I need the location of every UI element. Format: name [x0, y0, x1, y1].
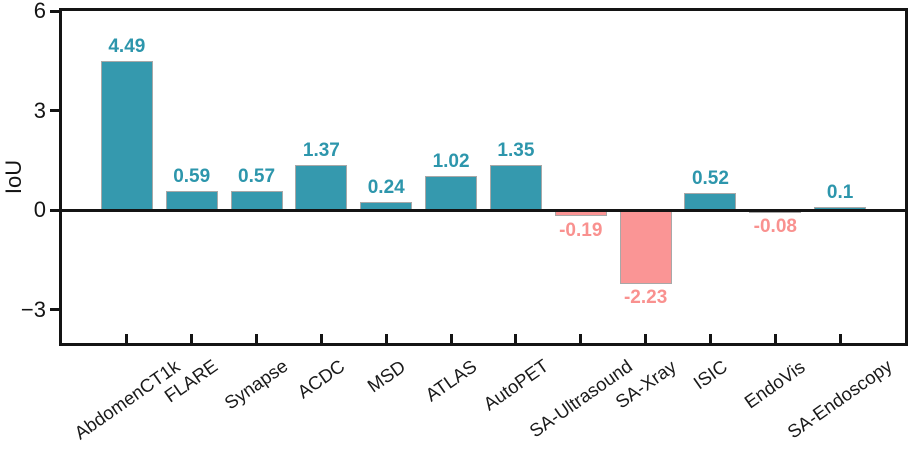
bar-value-label: 1.35 [497, 140, 535, 162]
x-axis-tick [708, 334, 712, 343]
x-axis-tick [125, 334, 129, 343]
x-axis-tick [579, 334, 583, 343]
x-axis-tick [838, 334, 842, 343]
y-tick-label: 0 [33, 197, 46, 223]
bar-value-label: -2.23 [623, 287, 668, 309]
x-axis-tick [514, 334, 518, 343]
bar-isic [684, 192, 737, 211]
bar-atlas [425, 176, 478, 211]
y-tick-label: −3 [20, 296, 46, 322]
y-axis-tick [50, 308, 59, 312]
y-tick-label: 6 [33, 0, 46, 23]
bar-value-label: -0.08 [753, 215, 797, 237]
y-axis-tick [50, 109, 59, 113]
bar-value-label: 4.49 [108, 36, 146, 58]
x-category-label-msd: MSD [363, 355, 409, 396]
x-category-label-abdomenct1k: AbdomenCT1k [70, 354, 184, 443]
x-axis-tick [319, 334, 323, 343]
x-axis-tick [190, 334, 194, 343]
bar-synapse [230, 191, 283, 211]
x-axis-tick [255, 334, 259, 343]
y-tick-label: 3 [33, 97, 46, 123]
y-axis-tick [50, 208, 59, 212]
x-category-label-isic: ISIC [689, 355, 731, 394]
x-axis-tick [384, 334, 388, 343]
bar-flare [165, 190, 218, 211]
bar-value-label: 0.24 [367, 177, 405, 199]
y-axis-tick [50, 9, 59, 13]
bar-value-label: 1.37 [302, 139, 340, 161]
y-axis-title: IoU [1, 159, 26, 195]
x-category-label-synapse: Synapse [220, 355, 292, 414]
bar-sa-xray [619, 210, 672, 285]
bar-value-label: 0.52 [691, 167, 729, 189]
x-category-label-endovis: EndoVis [740, 355, 809, 412]
x-axis-tick [773, 334, 777, 343]
bar-autopet [489, 165, 542, 211]
bar-value-label: -0.19 [559, 219, 603, 241]
bar-value-label: 1.02 [432, 151, 470, 173]
zero-baseline [62, 208, 905, 212]
bar-value-label: 0.57 [238, 166, 276, 188]
bar-abdomenct1k [100, 61, 153, 211]
x-axis-tick [644, 334, 648, 343]
x-category-label-acdc: ACDC [293, 354, 349, 403]
bar-acdc [295, 164, 348, 211]
x-category-label-atlas: ATLAS [421, 355, 481, 406]
bar-value-label: 0.1 [826, 181, 854, 203]
bar-value-label: 0.59 [173, 165, 211, 187]
x-axis-tick [449, 334, 453, 343]
x-category-label-autopet: AutoPET [479, 355, 553, 415]
